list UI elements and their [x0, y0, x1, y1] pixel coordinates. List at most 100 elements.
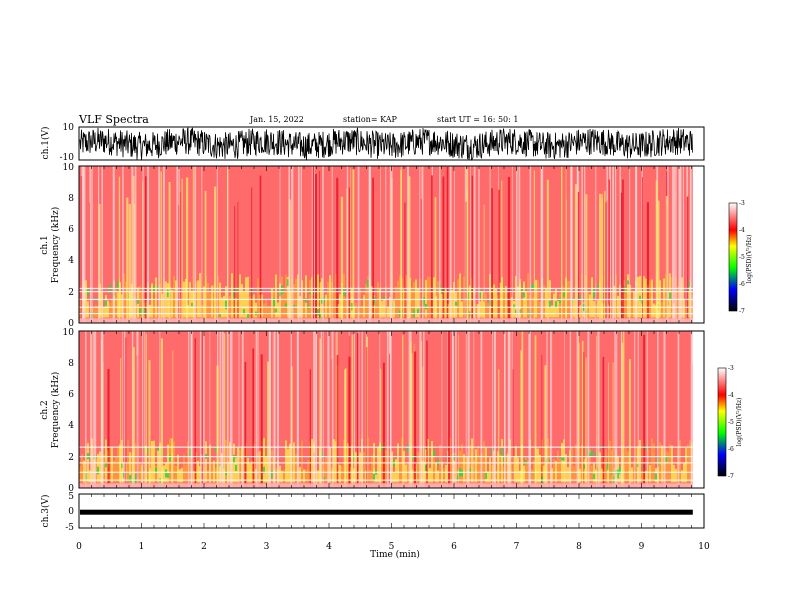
spec-low-band-cell: [243, 447, 245, 483]
spec-low-band-cell: [269, 305, 271, 318]
spec-strip: [331, 166, 333, 323]
spec-low-band-cell: [691, 294, 693, 318]
spec-low-band-cell: [203, 286, 205, 318]
spec-strip: [441, 331, 443, 488]
spec-strip: [315, 173, 317, 323]
ch1-tick-top: 10: [63, 123, 75, 133]
spec-low-band-cell: [349, 306, 351, 318]
spec-strip: [608, 179, 610, 323]
spec-low-band-cell: [141, 464, 143, 483]
spec-low-band-cell: [625, 288, 627, 318]
spec-strip: [327, 331, 330, 488]
spec-low-band-cell: [113, 460, 115, 483]
colorbar-2-gradient: [717, 367, 727, 477]
spec-low-band-cell: [395, 286, 397, 318]
spec-strip: [612, 166, 615, 323]
spec-low-band-cell: [671, 445, 673, 483]
spec-low-band-cell: [103, 454, 105, 483]
spec-green-cell: [455, 301, 457, 306]
spec-strip: [421, 166, 424, 323]
spec-strip: [426, 340, 428, 488]
spec-low-band-cell: [339, 294, 341, 318]
spec-strip: [252, 348, 254, 488]
spec-low-band-cell: [597, 300, 599, 318]
x-tick-label: 5: [389, 542, 395, 552]
spec-low-band-cell: [263, 437, 265, 483]
spec-strip: [346, 166, 349, 323]
spec-low-band-cell: [417, 451, 419, 483]
spec-strip: [621, 331, 622, 488]
spec-low-band-cell: [479, 455, 481, 483]
spec-low-band-cell: [651, 438, 653, 483]
spec-low-band-cell: [565, 454, 567, 483]
spec-low-band-cell: [311, 439, 313, 483]
spec-strip: [402, 334, 404, 488]
spec-low-band-cell: [305, 275, 307, 318]
spec-low-band-cell: [505, 455, 507, 483]
spec-strip: [504, 331, 506, 488]
spec-strip: [578, 343, 580, 488]
spec-low-band-cell: [317, 274, 319, 318]
spec-strip: [655, 180, 658, 323]
spec-low-band-cell: [301, 440, 303, 483]
spec-low-band-cell: [281, 470, 283, 483]
spec-low-band-cell: [643, 276, 645, 318]
spec-strip: [136, 331, 139, 488]
spec-low-band-cell: [261, 294, 263, 318]
spec-strip: [133, 176, 135, 323]
spec-strip: [489, 166, 491, 323]
spec-low-band-cell: [129, 452, 131, 483]
ch2-spectrogram-panel: 0 2 4 6 8 10 ch.2 Frequency (kHz): [40, 328, 705, 494]
spec-strip: [680, 166, 682, 323]
spec-strip: [448, 331, 450, 488]
spec-strip: [216, 365, 219, 488]
spec-strip: [512, 369, 514, 488]
spec-strip: [237, 202, 239, 323]
ch3-ylabel: ch.3(V): [40, 495, 51, 528]
spec-low-band-cell: [685, 448, 687, 483]
spec-green-cell: [233, 454, 235, 464]
spec-strip: [297, 166, 300, 323]
spec-strip: [94, 331, 97, 488]
spec-low-band-cell: [551, 305, 553, 318]
spec-low-band-cell: [571, 446, 573, 483]
spec-green-cell: [655, 473, 657, 480]
spec-strip: [297, 331, 299, 488]
spec-low-band-cell: [557, 450, 559, 483]
spec-strip: [122, 166, 124, 323]
spec-strip: [134, 166, 137, 323]
spec-floor: [79, 318, 693, 323]
spec-low-band-cell: [651, 279, 653, 318]
spec-strip: [267, 361, 269, 488]
spec-green-cell: [293, 304, 295, 309]
spec-low-band-cell: [187, 441, 189, 483]
spec-low-band-cell: [495, 288, 497, 318]
spec-low-band-cell: [431, 441, 433, 483]
spec-low-band-cell: [381, 300, 383, 318]
spec-strip: [663, 331, 666, 488]
spec-low-band-cell: [439, 444, 441, 483]
spec-strip: [251, 187, 253, 323]
spec-low-band-cell: [527, 460, 529, 483]
spec-low-band-cell: [521, 298, 523, 318]
ch3-tick-5: 5: [68, 492, 74, 502]
spec-strip: [319, 338, 321, 488]
spec-green-cell: [417, 308, 419, 314]
spec-band-line: [79, 287, 693, 290]
spec-low-band-cell: [681, 470, 683, 483]
date-label: Jan. 15, 2022: [250, 115, 304, 124]
spec-low-band-cell: [479, 301, 481, 318]
spec-green-cell: [129, 474, 131, 482]
spec-low-band-cell: [627, 451, 629, 483]
spec-low-band-cell: [497, 451, 499, 483]
spec-strip: [223, 333, 226, 488]
x-tick-label: 6: [451, 542, 457, 552]
spec-strip: [599, 193, 602, 323]
spec-low-band-cell: [127, 440, 129, 483]
spec-strip: [467, 331, 470, 488]
spec-low-band-cell: [109, 447, 111, 483]
spec-low-band-cell: [171, 289, 173, 318]
spec-strip: [85, 331, 87, 488]
spec-strip: [366, 347, 368, 488]
